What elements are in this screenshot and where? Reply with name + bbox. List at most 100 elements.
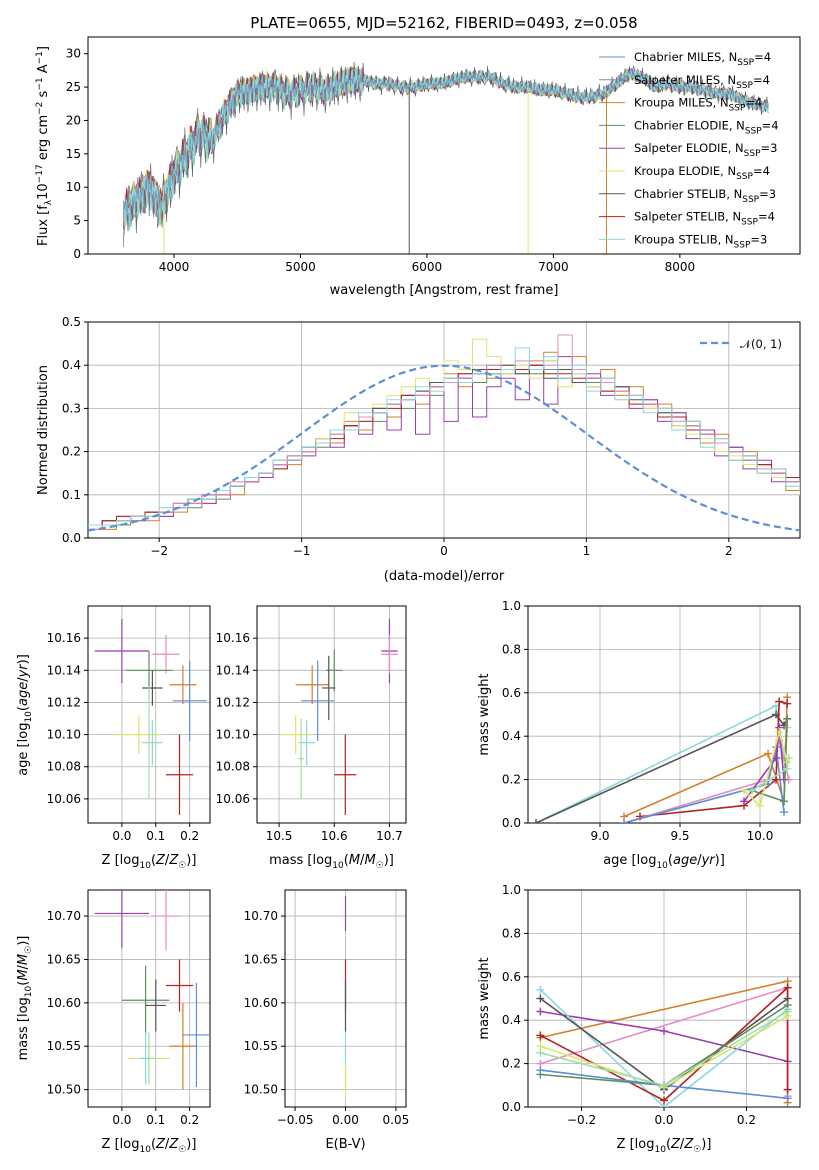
y-tick-label: 0.2 [502, 1057, 521, 1071]
x-axis-label: Z [log10(Z/Z☉)] [102, 1137, 197, 1155]
x-tick-label: 0.05 [383, 1113, 410, 1127]
weight-vs-Z-axes: −0.2 0.0 0.2 0.0 0.2 0.4 0.6 0.8 1.0 [502, 883, 801, 1127]
y-tick-label: 10.12 [47, 695, 81, 709]
y-tick-label: 0.2 [62, 445, 81, 459]
x-tick-label: 10.6 [321, 829, 348, 843]
normal-curve [88, 364, 800, 532]
x-tick-label: 0 [440, 544, 448, 558]
x-tick-label: 8000 [665, 260, 696, 274]
x-tick-label: 7000 [538, 260, 569, 274]
x-tick-label: 10.0 [747, 829, 774, 843]
y-tick-label: 10.55 [244, 1039, 278, 1053]
y-tick-label: 10.06 [47, 792, 81, 806]
y-tick-label: 25 [66, 80, 81, 94]
y-tick-label: 20 [66, 113, 81, 127]
y-tick-label: 10.70 [244, 909, 278, 923]
legend-entry: Salpeter MILES, NSSP=4 [634, 73, 770, 91]
x-tick-label: 5000 [285, 260, 316, 274]
y-tick-label: 30 [66, 47, 81, 61]
legend-entry: Salpeter ELODIE, NSSP=3 [634, 141, 777, 159]
y-axis-label: mass [log10(M/M☉)] [16, 936, 34, 1061]
y-tick-label: 10.60 [47, 996, 81, 1010]
histogram-series [88, 347, 800, 526]
y-tick-label: 0.4 [502, 729, 521, 743]
age-vs-Z-axes-plot-area [94, 618, 207, 815]
y-tick-label: 10.06 [216, 792, 250, 806]
y-tick-label: 10.10 [47, 728, 81, 742]
x-tick-label: 4000 [159, 260, 190, 274]
y-tick-label: 10.50 [47, 1083, 81, 1097]
y-tick-label: 0.4 [502, 1013, 521, 1027]
y-tick-label: 0.2 [502, 773, 521, 787]
axes-frame [256, 605, 407, 824]
x-tick-label: −0.2 [567, 1113, 596, 1127]
axes-frame [87, 889, 211, 1108]
axes-frame [284, 889, 407, 1108]
x-tick-label: 9.0 [590, 829, 609, 843]
x-tick-label: 0.2 [180, 1113, 199, 1127]
y-tick-label: 10.14 [47, 663, 81, 677]
x-tick-label: 10.7 [376, 829, 403, 843]
y-tick-label: 0.6 [502, 686, 521, 700]
x-axis-label: Z [log10(Z/Z☉)] [617, 1137, 712, 1155]
x-tick-label: 0.0 [654, 1113, 673, 1127]
y-tick-label: 0.0 [502, 1100, 521, 1114]
y-axis-label: mass weight [477, 673, 492, 755]
spectrum-line [123, 67, 769, 228]
y-tick-label: 10.70 [47, 909, 81, 923]
x-tick-label: 0.1 [146, 1113, 165, 1127]
x-tick-label: 10.5 [266, 829, 293, 843]
axes-frame [527, 605, 801, 824]
weight-vs-Z-axes-plot-area [536, 977, 792, 1107]
legend-entry: Chabrier STELIB, NSSP=3 [634, 187, 776, 205]
y-tick-label: 0.8 [502, 926, 521, 940]
x-axis-label: (data-model)/error [384, 569, 505, 584]
x-axis-label: wavelength [Angstrom, rest frame] [330, 283, 559, 298]
y-tick-label: 0.5 [62, 315, 81, 329]
weight-series-line [540, 985, 789, 1102]
y-tick-label: 10.50 [244, 1083, 278, 1097]
x-axis-label: mass [log10(M/M☉)] [269, 853, 394, 871]
y-tick-label: 0.8 [502, 642, 521, 656]
histogram-series [88, 351, 800, 530]
residual-hist-axes: −2 −1 0 1 2 0.0 0.1 0.2 0.3 0.4 0.5 [62, 315, 801, 558]
y-tick-label: 10 [66, 180, 81, 194]
x-axis-label: age [log10(age/yr)] [603, 853, 725, 871]
age-vs-mass-axes-plot-area [279, 618, 398, 815]
y-tick-label: 10.65 [47, 952, 81, 966]
y-axis-label: Normed distribution [36, 365, 51, 495]
y-tick-label: 0.3 [62, 401, 81, 415]
x-tick-label: 0.0 [112, 1113, 131, 1127]
mass-vs-Z-axes: 0.0 0.1 0.2 10.50 10.55 10.60 10.65 10.70 [47, 889, 211, 1127]
x-tick-label: −1 [293, 544, 311, 558]
x-tick-label: 0.00 [332, 1113, 359, 1127]
x-tick-label: −2 [150, 544, 168, 558]
x-tick-label: 2 [725, 544, 733, 558]
age-vs-Z-axes: 0.0 0.1 0.2 10.06 10.08 10.10 10.12 10.14 10.16 [47, 605, 211, 843]
y-tick-label: 0.1 [62, 488, 81, 502]
legend-entry: Kroupa STELIB, NSSP=3 [634, 232, 767, 250]
x-tick-label: −0.05 [277, 1113, 314, 1127]
x-tick-label: 0.0 [112, 829, 131, 843]
y-tick-label: 0.0 [502, 816, 521, 830]
x-tick-label: 0.2 [737, 1113, 756, 1127]
x-tick-label: 0.2 [180, 829, 199, 843]
y-tick-label: 10.08 [216, 760, 250, 774]
y-tick-label: 10.10 [216, 728, 250, 742]
x-axis-label: E(B-V) [325, 1137, 365, 1152]
chart-title: PLATE=0655, MJD=52162, FIBERID=0493, z=0… [250, 14, 637, 32]
weight-vs-age-axes-plot-area [532, 693, 793, 823]
y-axis-label: mass weight [477, 957, 492, 1039]
legend-entry: Chabrier MILES, NSSP=4 [634, 50, 771, 68]
y-tick-label: 15 [66, 147, 81, 161]
x-tick-label: 0.1 [146, 829, 165, 843]
mass-vs-ebv-axes: −0.05 0.00 0.05 10.50 10.55 10.60 10.65 10.70 [244, 889, 410, 1127]
residual-hist-axes-plot-area [88, 334, 800, 532]
weight-series-line [743, 728, 788, 808]
y-tick-label: 10.16 [216, 631, 250, 645]
legend-entry: 𝒩(0, 1) [740, 337, 782, 351]
legend-entry: Kroupa MILES, NSSP=4 [634, 96, 762, 114]
legend-entry: Salpeter STELIB, NSSP=4 [634, 210, 775, 228]
y-tick-label: 10.08 [47, 760, 81, 774]
